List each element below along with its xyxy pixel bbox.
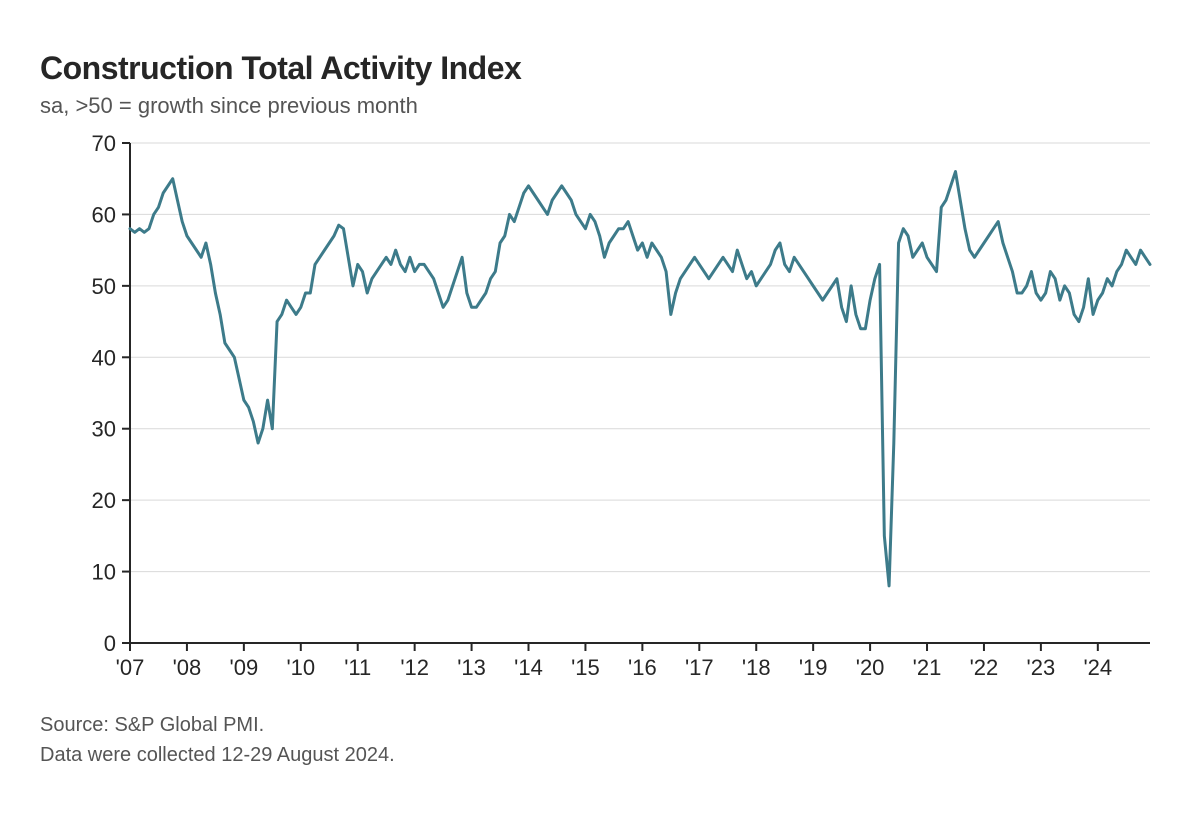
x-tick-label: '20 [856, 655, 885, 680]
y-tick-label: 50 [92, 274, 116, 299]
series-line [130, 172, 1150, 586]
x-tick-label: '17 [685, 655, 714, 680]
source-line: Source: S&P Global PMI. [40, 710, 1160, 740]
x-tick-label: '19 [799, 655, 828, 680]
chart-footer: Source: S&P Global PMI. Data were collec… [40, 710, 1160, 770]
x-tick-label: '14 [514, 655, 543, 680]
x-tick-label: '16 [628, 655, 657, 680]
x-tick-label: '10 [286, 655, 315, 680]
y-tick-label: 10 [92, 560, 116, 585]
x-tick-label: '24 [1083, 655, 1112, 680]
x-tick-label: '23 [1027, 655, 1056, 680]
y-tick-label: 40 [92, 345, 116, 370]
y-tick-label: 30 [92, 417, 116, 442]
x-tick-label: '11 [344, 655, 371, 680]
x-tick-label: '15 [571, 655, 600, 680]
x-tick-label: '07 [116, 655, 145, 680]
y-tick-label: 70 [92, 133, 116, 156]
x-tick-label: '21 [913, 655, 942, 680]
chart-title: Construction Total Activity Index [40, 50, 1160, 87]
chart-subtitle: sa, >50 = growth since previous month [40, 93, 1160, 119]
y-tick-label: 20 [92, 488, 116, 513]
x-tick-label: '13 [457, 655, 486, 680]
line-chart: 0 10 20 30 40 50 60 70 '07 '08 '09 '10 '11 '12 '13 '14 '… [40, 133, 1160, 693]
x-tick-label: '12 [400, 655, 429, 680]
collection-line: Data were collected 12-29 August 2024. [40, 740, 1160, 770]
x-tick-label: '18 [742, 655, 771, 680]
y-tick-label: 0 [104, 631, 116, 656]
x-tick-label: '22 [970, 655, 999, 680]
x-tick-label: '08 [173, 655, 202, 680]
y-tick-label: 60 [92, 202, 116, 227]
x-tick-label: '09 [230, 655, 259, 680]
